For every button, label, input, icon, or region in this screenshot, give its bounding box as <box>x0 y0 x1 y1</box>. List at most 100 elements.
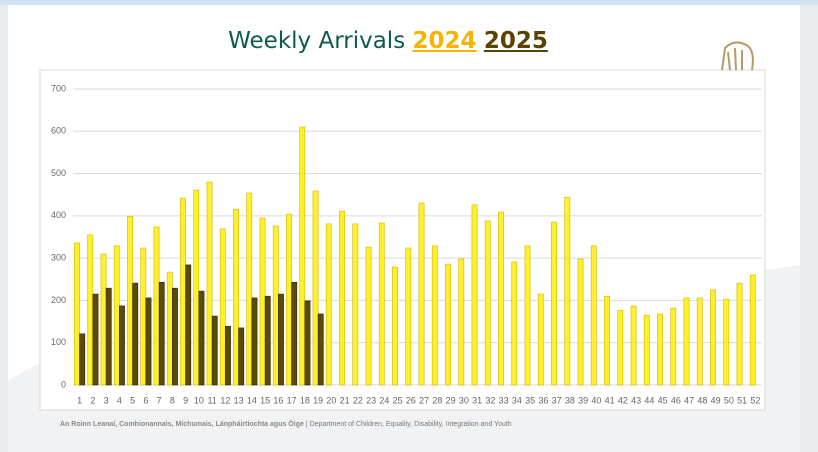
bar <box>524 245 531 386</box>
footer-separator: | <box>305 421 308 428</box>
bar <box>304 300 311 386</box>
bar <box>511 261 518 386</box>
footer-irish: An Roinn Leanaí, Comhionannais, Míchumai… <box>60 421 304 428</box>
x-tick-label: 2 <box>90 395 95 405</box>
x-tick-label: 4 <box>117 395 122 405</box>
bar <box>225 325 231 386</box>
bar <box>145 297 152 386</box>
x-tick-label: 52 <box>750 395 760 405</box>
bar <box>564 196 571 386</box>
top-bar <box>0 0 818 5</box>
bar <box>325 223 332 386</box>
y-tick-label: 300 <box>51 253 66 263</box>
bar <box>551 221 557 386</box>
y-tick-label: 700 <box>51 83 66 93</box>
bar <box>643 314 650 386</box>
bar <box>710 289 716 386</box>
x-tick-label: 15 <box>260 395 270 405</box>
x-tick-label: 14 <box>247 395 257 405</box>
x-tick-label: 48 <box>697 395 707 405</box>
bar <box>278 293 284 386</box>
bar <box>317 313 324 386</box>
title-text: Weekly Arrivals <box>228 28 406 54</box>
bar <box>251 297 258 386</box>
bar <box>378 222 385 386</box>
bar <box>670 307 677 386</box>
bar <box>445 263 451 386</box>
x-tick-label: 29 <box>446 395 456 405</box>
bar <box>458 258 465 386</box>
x-tick-label: 49 <box>711 395 721 405</box>
x-tick-label: 38 <box>565 395 575 405</box>
footer-english: Department of Children, Equality, Disabi… <box>309 421 512 428</box>
x-tick-label: 31 <box>472 395 482 405</box>
bar <box>158 281 165 386</box>
x-tick-label: 33 <box>499 395 509 405</box>
bar <box>238 327 245 386</box>
x-tick-label: 36 <box>538 395 548 405</box>
bar <box>264 295 271 386</box>
x-tick-label: 1 <box>77 395 82 405</box>
x-tick-label: 8 <box>170 395 175 405</box>
bar <box>259 217 266 386</box>
bar <box>299 126 306 386</box>
bar <box>392 266 398 386</box>
x-tick-label: 25 <box>393 395 403 405</box>
x-tick-label: 9 <box>183 395 188 405</box>
x-tick-label: 45 <box>658 395 668 405</box>
x-tick-label: 22 <box>353 395 363 405</box>
x-tick-label: 19 <box>313 395 323 405</box>
bar <box>683 297 690 386</box>
bar <box>166 271 173 386</box>
x-tick-label: 42 <box>618 395 628 405</box>
x-tick-label: 39 <box>578 395 588 405</box>
bar <box>352 223 359 386</box>
x-tick-label: 18 <box>300 395 310 405</box>
bar <box>537 293 544 386</box>
x-tick-label: 20 <box>326 395 336 405</box>
bar <box>211 315 218 386</box>
bar <box>696 297 703 386</box>
x-tick-label: 3 <box>104 395 109 405</box>
bar <box>405 247 412 386</box>
bar <box>272 225 279 386</box>
bar <box>365 246 372 386</box>
bar <box>657 313 663 386</box>
bar <box>233 208 239 386</box>
x-tick-label: 30 <box>459 395 469 405</box>
x-tick-label: 37 <box>552 395 562 405</box>
bar <box>113 245 120 386</box>
bar <box>140 247 147 386</box>
harp-logo <box>721 41 754 71</box>
y-tick-label: 0 <box>61 379 66 389</box>
legend-2025: 2025 <box>483 28 548 54</box>
bar <box>105 287 112 386</box>
x-tick-label: 6 <box>143 395 148 405</box>
bar <box>736 282 743 386</box>
x-tick-label: 41 <box>605 395 615 405</box>
x-tick-label: 21 <box>340 395 350 405</box>
bar <box>286 213 292 386</box>
bar <box>617 309 624 386</box>
bar <box>185 264 192 386</box>
bar <box>198 290 205 386</box>
x-tick-label: 7 <box>157 395 162 405</box>
x-tick-label: 23 <box>366 395 376 405</box>
x-tick-label: 5 <box>130 395 135 405</box>
bar <box>312 190 319 386</box>
bar <box>246 192 253 386</box>
x-tick-label: 43 <box>631 395 641 405</box>
x-tick-label: 27 <box>419 395 429 405</box>
bar <box>87 234 94 386</box>
x-tick-label: 24 <box>379 395 389 405</box>
bar <box>471 204 478 386</box>
y-tick-label: 600 <box>51 126 66 136</box>
y-tick-label: 500 <box>51 168 66 178</box>
bar <box>484 220 491 386</box>
bar <box>590 245 597 386</box>
bar <box>132 282 139 386</box>
footer: An Roinn Leanaí, Comhionannais, Míchumai… <box>60 421 512 428</box>
x-tick-label: 13 <box>234 395 244 405</box>
x-tick-label: 12 <box>220 395 230 405</box>
